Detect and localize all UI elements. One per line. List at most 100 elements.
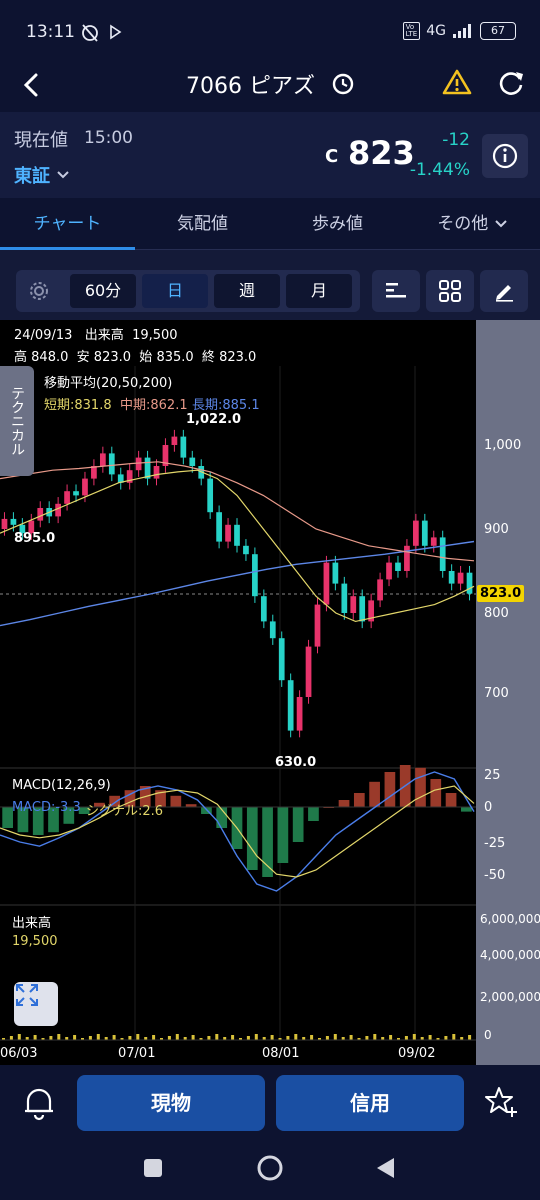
macd-histogram-bar	[2, 807, 13, 828]
volume-bar	[278, 1038, 282, 1040]
macd-histogram-bar	[292, 807, 304, 842]
volume-bar	[183, 1037, 187, 1040]
volume-bar	[310, 1035, 314, 1040]
candle-body	[10, 518, 17, 525]
macd-histogram-bar	[201, 807, 212, 814]
macd-histogram-bar	[369, 781, 380, 807]
volume-bar	[73, 1035, 77, 1040]
ma-mid: 中期:862.1	[120, 398, 188, 413]
settings-button[interactable]	[20, 274, 58, 308]
macd-histogram-bar	[170, 795, 182, 807]
price-axis-900: 900	[484, 522, 509, 537]
open-value: 835.0	[156, 350, 194, 365]
tab-chart[interactable]: チャート	[0, 200, 135, 250]
alarm-off-icon	[82, 24, 98, 42]
macd-axis-0: 0	[484, 800, 493, 815]
volume-bar	[57, 1034, 61, 1040]
volume-bar	[152, 1035, 156, 1040]
fullscreen-button[interactable]	[14, 982, 58, 1026]
exchange-select[interactable]: 東証	[14, 162, 70, 188]
interval-week[interactable]: 週	[214, 274, 280, 308]
volume-bar	[444, 1036, 448, 1040]
volume-current: 19,500	[12, 934, 58, 949]
candle-body	[82, 478, 88, 496]
volume-bar	[246, 1036, 250, 1040]
interval-month[interactable]: 月	[286, 274, 352, 308]
volume-bar	[49, 1036, 53, 1040]
candle-body	[323, 562, 330, 605]
network-type: 4G	[426, 23, 446, 39]
price-axis-1000: 1,000	[484, 438, 522, 453]
volume-bar	[175, 1034, 179, 1040]
gear-icon	[30, 282, 48, 300]
back-nav-icon[interactable]	[374, 1155, 398, 1181]
price-axis-800: 800	[484, 606, 509, 621]
volume-bar	[199, 1038, 203, 1040]
back-arrow-icon[interactable]	[14, 68, 48, 102]
ma-long: 長期:885.1	[192, 398, 260, 413]
bell-icon[interactable]	[22, 1085, 56, 1121]
interval-selector: 60分 日 週 月	[16, 270, 360, 312]
warning-icon[interactable]	[442, 68, 472, 96]
candle-body	[243, 545, 249, 555]
exchange-label: 東証	[14, 166, 50, 187]
system-nav-bar	[0, 1145, 540, 1200]
chart-type-button[interactable]	[372, 270, 420, 312]
volume-bar	[381, 1037, 385, 1040]
favorite-add-icon[interactable]	[484, 1085, 518, 1119]
volume-bar	[404, 1036, 408, 1040]
chart-area[interactable]: 24/09/13 出来高 19,500 高 848.0 安 823.0 始 83…	[0, 320, 540, 1065]
volume-bar	[428, 1035, 432, 1040]
tab-other-label: その他	[437, 214, 489, 234]
status-bar: 13:11 Vo LTE 4G 67	[0, 0, 540, 62]
volume-bar	[215, 1034, 219, 1040]
candle-body	[73, 491, 79, 496]
volume-bar	[365, 1036, 369, 1040]
volume-label: 出来高	[84, 328, 124, 343]
volume-bar	[128, 1036, 132, 1040]
macd-histogram-bar	[17, 807, 29, 833]
tab-quotes[interactable]: 気配値	[177, 214, 228, 234]
open-label: 始	[139, 350, 153, 365]
tab-other[interactable]: その他	[405, 200, 540, 249]
candle-body	[430, 537, 437, 546]
macd-axis-25: 25	[484, 768, 501, 783]
candle-body	[421, 520, 428, 546]
volume-bar	[120, 1038, 124, 1040]
volume-bar	[239, 1038, 242, 1040]
technical-tab[interactable]: テクニカル	[0, 366, 34, 476]
candle-body	[386, 562, 392, 580]
macd-histogram-bar	[78, 807, 90, 814]
tab-bar: チャート 気配値 歩み値 その他	[0, 200, 540, 250]
candle-body	[466, 572, 473, 594]
chevron-down-icon	[494, 220, 507, 228]
price-time: 15:00	[84, 128, 133, 148]
high-value: 848.0	[31, 350, 69, 365]
price-axis-700: 700	[484, 686, 509, 701]
volume-bar	[65, 1037, 69, 1040]
info-button[interactable]	[482, 134, 528, 178]
layout-button[interactable]	[426, 270, 474, 312]
x-axis-0701: 07/01	[118, 1046, 156, 1061]
reload-icon[interactable]	[496, 68, 526, 98]
volume-bar	[270, 1035, 274, 1040]
volume-value: 19,500	[132, 328, 178, 343]
draw-button[interactable]	[480, 270, 528, 312]
spot-trade-button[interactable]: 現物	[77, 1075, 265, 1131]
volume-bar	[33, 1035, 37, 1040]
interval-60min[interactable]: 60分	[70, 274, 136, 308]
volume-bar	[341, 1037, 345, 1040]
play-store-icon	[110, 24, 122, 40]
candle-body	[359, 596, 366, 622]
history-icon[interactable]	[330, 71, 356, 97]
volume-bar	[436, 1038, 440, 1040]
recents-icon[interactable]	[142, 1157, 164, 1179]
tab-ticks[interactable]: 歩み値	[312, 214, 363, 234]
candle-body	[296, 697, 303, 731]
interval-day[interactable]: 日	[142, 274, 208, 308]
candle-body	[189, 457, 196, 466]
margin-trade-button[interactable]: 信用	[276, 1075, 464, 1131]
candle-body	[332, 562, 339, 584]
home-icon[interactable]	[255, 1153, 285, 1183]
grid-icon	[439, 280, 461, 302]
